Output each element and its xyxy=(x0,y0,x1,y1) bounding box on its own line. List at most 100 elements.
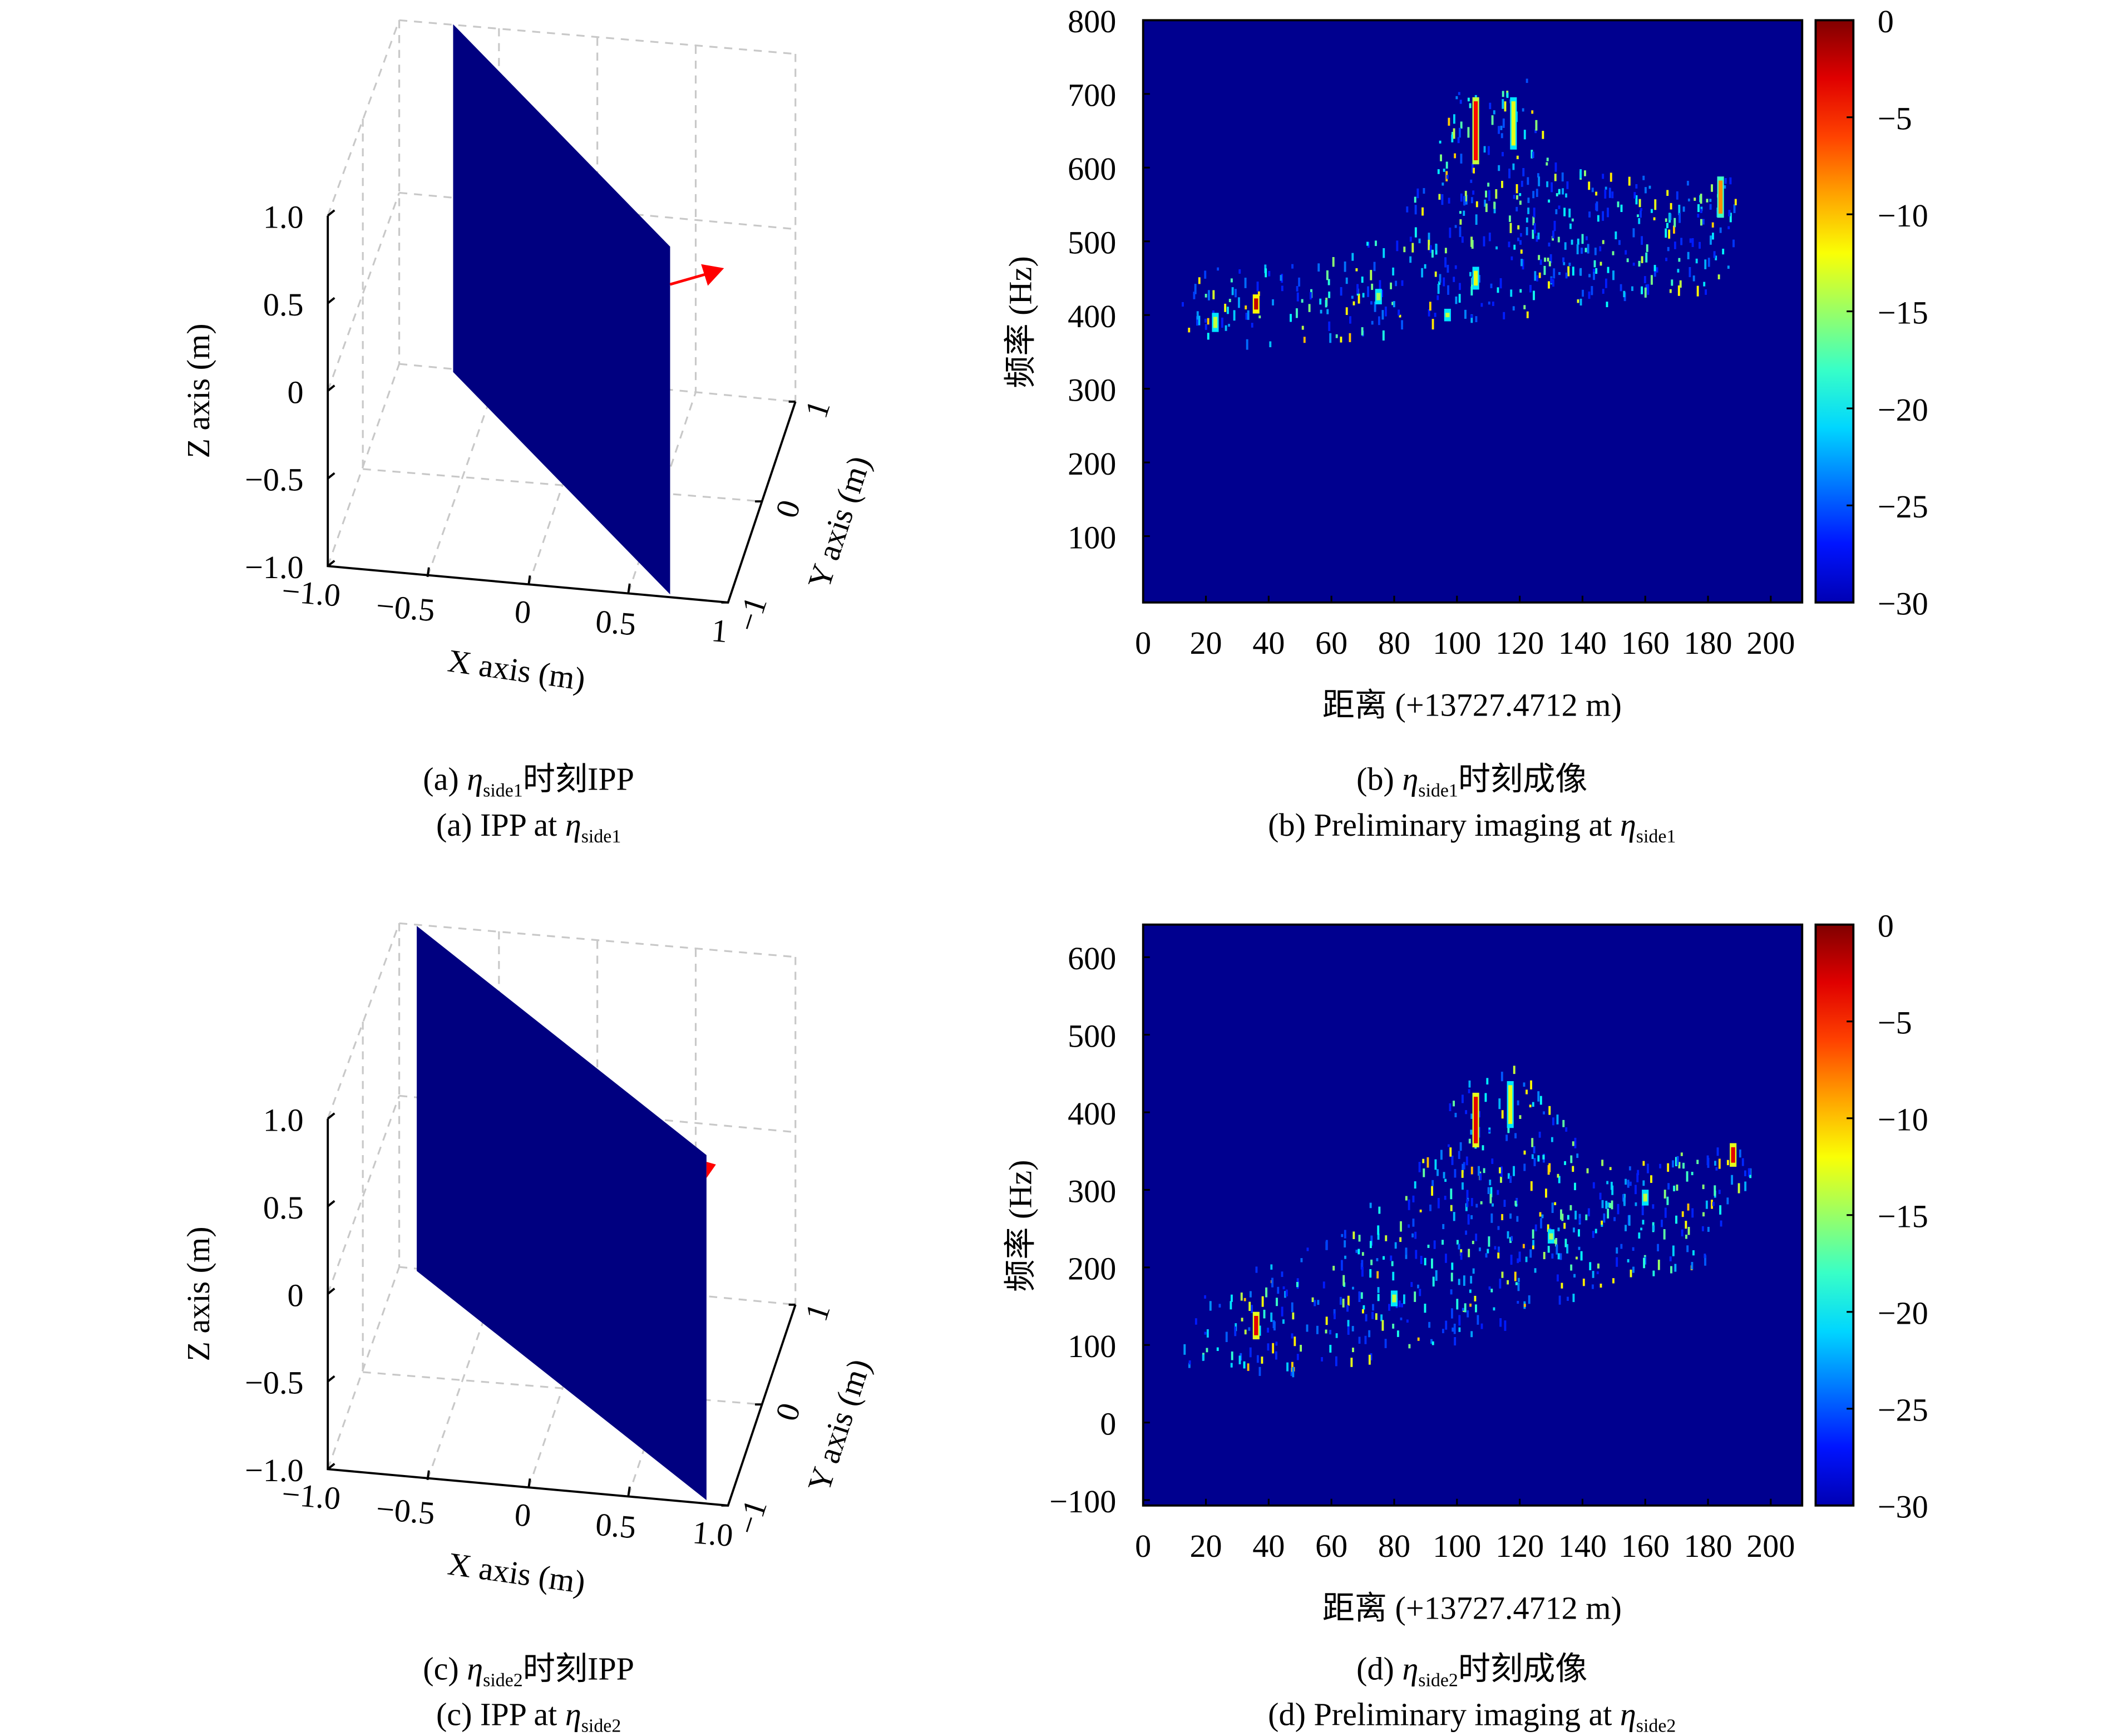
speckle xyxy=(1463,1162,1465,1170)
speckle xyxy=(1465,1203,1468,1211)
x-tick-label: 40 xyxy=(1252,1528,1285,1564)
speckle xyxy=(1292,1367,1295,1378)
speckle xyxy=(1458,294,1461,303)
speckle xyxy=(1405,1247,1408,1255)
speckle xyxy=(1644,287,1647,298)
speckle xyxy=(1605,186,1607,190)
speckle xyxy=(1431,1341,1434,1345)
speckle xyxy=(1670,1266,1672,1274)
speckle xyxy=(1601,1223,1603,1227)
speckle xyxy=(1459,1142,1462,1151)
speckle xyxy=(1370,1235,1373,1246)
speckle xyxy=(1652,1225,1655,1231)
speckle xyxy=(1405,1196,1408,1201)
speckle xyxy=(1692,1250,1695,1256)
speckle xyxy=(1686,1171,1689,1182)
peak xyxy=(1511,101,1515,146)
speckle xyxy=(1530,1181,1533,1191)
speckle xyxy=(1464,309,1467,319)
speckle xyxy=(1631,286,1633,291)
caption-cn-a: (a) ηside1时刻IPP xyxy=(423,761,634,801)
speckle xyxy=(1486,1078,1489,1085)
speckle xyxy=(1719,1205,1722,1215)
speckle xyxy=(1625,1225,1627,1231)
speckle xyxy=(1574,1182,1576,1191)
speckle xyxy=(1377,1233,1380,1240)
speckle xyxy=(1458,1327,1461,1332)
speckle xyxy=(1578,1218,1581,1224)
grid-line xyxy=(399,19,796,55)
speckle xyxy=(1459,219,1462,225)
speckle xyxy=(1744,1181,1747,1191)
speckle xyxy=(1344,1230,1346,1239)
speckle xyxy=(1581,248,1583,254)
speckle xyxy=(1632,263,1635,266)
speckle xyxy=(1414,196,1416,203)
speckle xyxy=(1711,1200,1713,1209)
speckle xyxy=(1390,1255,1393,1261)
speckle xyxy=(1435,243,1438,251)
speckle xyxy=(1549,254,1552,263)
speckle xyxy=(1601,1220,1603,1225)
speckle xyxy=(1495,189,1498,199)
y-tick-label: 0 xyxy=(1100,1405,1116,1442)
speckle xyxy=(1509,1237,1512,1243)
speckle xyxy=(1555,1238,1558,1247)
speckle xyxy=(1523,1163,1526,1171)
speckle xyxy=(1556,1244,1558,1255)
speckle xyxy=(1551,1253,1554,1259)
speckle xyxy=(1508,215,1511,222)
speckle xyxy=(1717,274,1720,280)
speckle xyxy=(1522,259,1524,270)
speckle xyxy=(1539,259,1542,265)
speckle xyxy=(1676,1156,1679,1166)
colorbar-tick-label: −5 xyxy=(1878,1005,1912,1041)
speckle xyxy=(1401,280,1404,286)
speckle xyxy=(1577,238,1579,245)
x-tick-label: −1.0 xyxy=(280,573,342,614)
speckle xyxy=(1431,249,1434,258)
speckle xyxy=(1572,1141,1574,1146)
speckle xyxy=(1300,1344,1302,1352)
speckle xyxy=(1362,293,1365,298)
speckle xyxy=(1551,182,1553,193)
speckle xyxy=(1532,1240,1534,1248)
speckle xyxy=(1617,1204,1620,1215)
speckle xyxy=(1443,277,1445,287)
speckle xyxy=(1198,315,1201,326)
speckle xyxy=(1732,239,1735,248)
speckle xyxy=(1356,284,1359,294)
speckle xyxy=(1557,1173,1559,1178)
speckle xyxy=(1449,1103,1452,1111)
speckle xyxy=(1399,314,1401,318)
speckle xyxy=(1245,305,1247,310)
ipp-plane xyxy=(417,926,707,1501)
speckle xyxy=(1488,1130,1490,1133)
speckle xyxy=(1370,270,1373,280)
speckle xyxy=(1510,1254,1513,1265)
speckle xyxy=(1686,180,1689,186)
speckle xyxy=(1489,1194,1492,1204)
speckle xyxy=(1406,1319,1409,1323)
speckle xyxy=(1574,1137,1577,1148)
speckle xyxy=(1709,204,1712,210)
speckle xyxy=(1615,231,1617,240)
speckle xyxy=(1519,193,1522,196)
speckle xyxy=(1489,102,1492,110)
speckle xyxy=(1368,1330,1371,1338)
speckle xyxy=(1654,199,1657,210)
speckle xyxy=(1692,275,1695,282)
speckle xyxy=(1421,268,1424,278)
speckle xyxy=(1540,1218,1542,1229)
z-axis-label: Z axis (m) xyxy=(180,323,216,458)
speckle xyxy=(1642,1161,1645,1166)
captions: (a) ηside1时刻IPP (a) IPP at ηside1 (b) ηsid… xyxy=(423,761,1676,1736)
colorbar-tick-label: −20 xyxy=(1878,392,1928,428)
speckle xyxy=(1394,1242,1397,1249)
speckle xyxy=(1737,1183,1740,1194)
speckle xyxy=(1273,1321,1276,1331)
speckle xyxy=(1593,272,1595,280)
speckle xyxy=(1475,1234,1478,1241)
speckle xyxy=(1673,218,1676,228)
speckle xyxy=(1204,324,1207,330)
